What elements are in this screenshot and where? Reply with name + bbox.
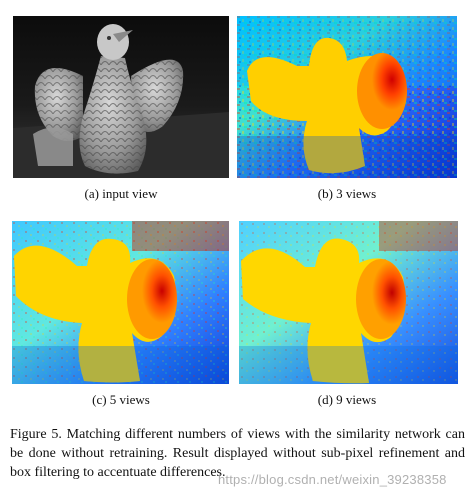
panel-b-caption: (b) 3 views xyxy=(317,186,377,201)
panel-a-caption: (a) input view xyxy=(84,186,158,201)
input-view-image xyxy=(13,16,229,178)
disparity-map-3-views xyxy=(237,16,457,178)
disparity-map-9-views xyxy=(239,221,458,384)
figure-caption: Figure 5. Matching different numbers of … xyxy=(10,427,465,480)
disparity-map-5-views xyxy=(12,221,229,384)
panel-d-caption: (d) 9 views xyxy=(317,392,377,407)
watermark-text: https://blog.csdn.net/weixin_39238358 xyxy=(218,472,447,487)
panel-c-caption: (c) 5 views xyxy=(92,392,150,407)
